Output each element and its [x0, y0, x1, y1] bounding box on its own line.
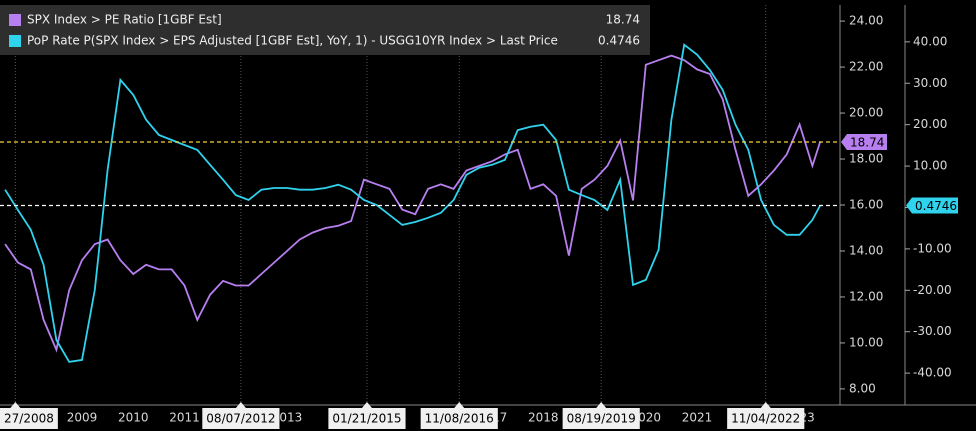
y2-tick-label: -40.00: [913, 366, 952, 380]
date-marker: [361, 402, 372, 408]
date-tick-label: 08/19/2019: [567, 412, 636, 426]
series-line: [4, 54, 821, 353]
legend-value: 18.74: [606, 13, 640, 27]
legend-label: SPX Index > PE Ratio [1GBF Est]: [27, 13, 222, 27]
date-box: [202, 408, 280, 429]
date-tick: 11/04/2022: [727, 408, 805, 429]
date-tick: 01/21/2015: [328, 408, 406, 429]
x-tick-label: 2021: [682, 411, 713, 425]
y-tick-label: 18.00: [849, 152, 883, 166]
y2-tick-label: 10.00: [913, 159, 947, 173]
y-tick-label: 24.00: [849, 14, 883, 28]
date-tick-label: 11/04/2022: [731, 412, 800, 426]
y2-tick-label: -20.00: [913, 283, 952, 297]
date-box: [727, 408, 805, 429]
value-tag-label: 0.4746: [915, 199, 957, 213]
date-tick: 08/19/2019: [562, 408, 640, 429]
series-line: [4, 43, 821, 363]
date-marker: [596, 402, 607, 408]
date-tick-label: 08/07/2012: [206, 412, 275, 426]
value-tag-label: 18.74: [850, 136, 884, 150]
date-marker: [760, 402, 771, 408]
date-marker: [10, 402, 21, 408]
date-tick: 11/08/2016: [420, 408, 498, 429]
date-box: [420, 408, 498, 429]
x-tick-label: 2010: [118, 411, 149, 425]
y2-tick-label: -30.00: [913, 324, 952, 338]
legend-swatch: [9, 14, 21, 26]
date-tick: 08/07/2012: [202, 408, 280, 429]
value-tag: [841, 134, 887, 151]
date-box: [328, 408, 406, 429]
legend-label: PoP Rate P(SPX Index > EPS Adjusted [1GB…: [27, 34, 558, 48]
y-tick-label: 16.00: [849, 198, 883, 212]
plot: [4, 43, 821, 363]
date-marker: [235, 402, 246, 408]
date-box: [0, 408, 58, 429]
date-tick-label: 27/2008: [4, 412, 54, 426]
y-tick-label: 22.00: [849, 60, 883, 74]
y-tick-label: 8.00: [849, 381, 876, 395]
legend-value: 0.4746: [598, 34, 640, 48]
date-box: [562, 408, 640, 429]
x-tick-label: 2011: [169, 411, 200, 425]
date-marker: [454, 402, 465, 408]
legend-box: [0, 5, 650, 55]
legend-swatch: [9, 35, 21, 47]
value-tag: [906, 197, 958, 214]
y2-tick-label: 30.00: [913, 76, 947, 90]
y-tick-label: 20.00: [849, 106, 883, 120]
y-tick-label: 12.00: [849, 289, 883, 303]
date-tick-label: 11/08/2016: [425, 412, 494, 426]
x-tick-label: 2009: [67, 411, 98, 425]
y2-tick-label: -10.00: [913, 241, 952, 255]
x-tick-label: 2018: [528, 411, 559, 425]
y2-tick-label: 40.00: [913, 34, 947, 48]
y-tick-label: 14.00: [849, 243, 883, 257]
y2-tick-label: 20.00: [913, 117, 947, 131]
date-tick: 27/2008: [0, 408, 58, 429]
y-tick-label: 10.00: [849, 335, 883, 349]
date-tick-label: 01/21/2015: [332, 412, 401, 426]
